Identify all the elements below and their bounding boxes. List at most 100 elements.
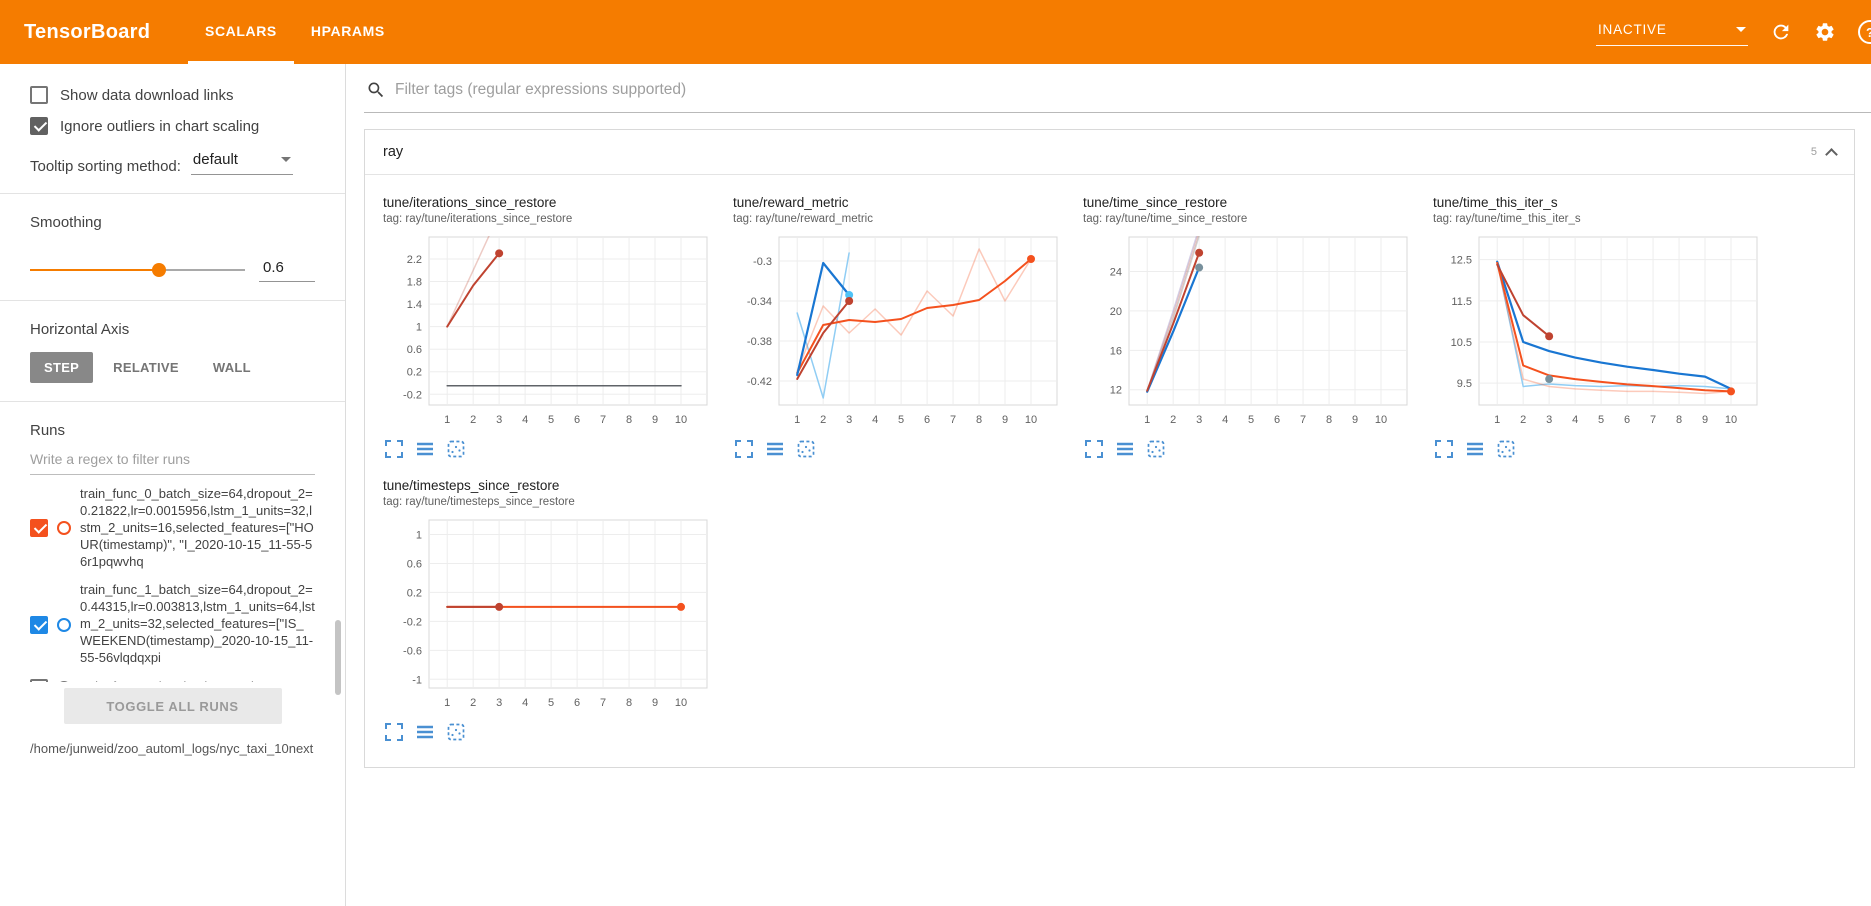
three-lines-icon[interactable] <box>416 723 434 741</box>
smoothing-slider[interactable] <box>30 262 245 277</box>
expand-chart-icon[interactable] <box>1435 440 1453 458</box>
settings-sidebar: Show data download links Ignore outliers… <box>0 64 346 906</box>
run-row[interactable]: train_func_1_batch_size=64,dropout_2=0.4… <box>30 573 315 669</box>
tooltip-sorting-dropdown[interactable]: default <box>190 149 293 175</box>
divider <box>0 401 345 402</box>
svg-text:-0.2: -0.2 <box>403 389 422 401</box>
svg-text:3: 3 <box>1196 414 1202 426</box>
svg-text:-0.2: -0.2 <box>403 616 422 628</box>
ignore-outliers-toggle[interactable]: Ignore outliers in chart scaling <box>30 117 315 135</box>
tooltip-sorting-value: default <box>192 151 238 168</box>
svg-text:4: 4 <box>522 414 528 426</box>
settings-gear-icon[interactable] <box>1814 21 1836 43</box>
svg-text:6: 6 <box>924 414 930 426</box>
svg-text:7: 7 <box>950 414 956 426</box>
help-icon[interactable]: ? <box>1858 20 1871 44</box>
svg-text:5: 5 <box>1598 414 1604 426</box>
smoothing-value[interactable]: 0.6 <box>259 257 315 282</box>
svg-text:0.2: 0.2 <box>407 367 422 379</box>
tab-scalars[interactable]: SCALARS <box>188 0 294 64</box>
runs-filter-input[interactable] <box>30 445 315 475</box>
chart-tag: tag: ray/tune/time_this_iter_s <box>1433 213 1581 225</box>
header-actions: INACTIVE ? <box>1596 0 1871 64</box>
svg-text:7: 7 <box>600 697 606 709</box>
tag-group-header[interactable]: ray 5 <box>365 130 1854 175</box>
svg-text:4: 4 <box>1572 414 1578 426</box>
svg-text:-0.3: -0.3 <box>753 256 772 268</box>
ignore-outliers-checkbox-icon <box>30 117 48 135</box>
svg-text:7: 7 <box>1300 414 1306 426</box>
tag-group-card: ray 5 tune/iterations_since_restore tag:… <box>364 129 1855 768</box>
svg-text:6: 6 <box>1274 414 1280 426</box>
line-chart: 1 2 3 4 5 6 7 8 9 10 -0.42 -0.38 -0.34 -0.3 <box>747 236 1058 426</box>
svg-text:-0.34: -0.34 <box>747 296 772 308</box>
svg-text:2: 2 <box>820 414 826 426</box>
chart-tag: tag: ray/tune/time_since_restore <box>1083 213 1248 225</box>
dashed-box-icon[interactable] <box>447 440 465 458</box>
three-lines-icon[interactable] <box>1466 440 1484 458</box>
tag-filter-input[interactable] <box>395 81 1871 99</box>
svg-text:10.5: 10.5 <box>1451 337 1472 349</box>
dashed-box-icon[interactable] <box>447 723 465 741</box>
svg-text:9: 9 <box>652 697 658 709</box>
smoothing-slider-thumb[interactable] <box>152 262 166 277</box>
run-row[interactable]: train_func_2_batch_size=64,dropout_2= <box>30 670 315 682</box>
run-radio-icon[interactable] <box>57 617 71 632</box>
runs-label: Runs <box>30 422 66 439</box>
expand-chart-icon[interactable] <box>735 440 753 458</box>
chart-title: tune/time_this_iter_s <box>1433 195 1558 210</box>
svg-text:10: 10 <box>1025 414 1037 426</box>
show-download-checkbox-icon <box>30 86 48 104</box>
svg-text:16: 16 <box>1110 345 1122 357</box>
line-chart: 1 2 3 4 5 6 7 8 9 10 -1 -0.6 -0.2 0.2 0.6 1 <box>403 519 708 709</box>
search-icon <box>366 80 386 100</box>
run-checkbox-icon[interactable] <box>30 678 48 682</box>
line-chart: 1 2 3 4 5 6 7 8 9 10 9.5 10.5 11.5 12.5 <box>1451 236 1758 426</box>
chevron-down-icon <box>1736 27 1746 32</box>
reload-status-dropdown[interactable]: INACTIVE <box>1596 18 1748 46</box>
svg-text:5: 5 <box>1248 414 1254 426</box>
svg-text:2: 2 <box>1170 414 1176 426</box>
expand-chart-icon[interactable] <box>385 440 403 458</box>
svg-text:3: 3 <box>846 414 852 426</box>
three-lines-icon[interactable] <box>1116 440 1134 458</box>
chart-title: tune/iterations_since_restore <box>383 195 557 210</box>
dashed-box-icon[interactable] <box>1497 440 1515 458</box>
svg-text:0.2: 0.2 <box>407 587 422 599</box>
dashed-box-icon[interactable] <box>797 440 815 458</box>
run-row[interactable]: train_func_0_batch_size=64,dropout_2=0.2… <box>30 477 315 573</box>
three-lines-icon[interactable] <box>766 440 784 458</box>
toggle-all-runs-button[interactable]: TOGGLE ALL RUNS <box>63 688 282 724</box>
dashed-box-icon[interactable] <box>1147 440 1165 458</box>
axis-wall-button[interactable]: WALL <box>212 360 251 375</box>
chart-card: tune/time_this_iter_s tag: ray/tune/time… <box>1433 195 1771 458</box>
run-checkbox-icon[interactable] <box>30 615 48 634</box>
smoothing-label: Smoothing <box>30 214 102 231</box>
run-checkbox-icon[interactable] <box>30 519 48 538</box>
refresh-icon[interactable] <box>1770 21 1792 43</box>
expand-chart-icon[interactable] <box>1085 440 1103 458</box>
show-download-links-toggle[interactable]: Show data download links <box>30 86 315 104</box>
axis-relative-button[interactable]: RELATIVE <box>113 360 179 375</box>
run-radio-icon[interactable] <box>57 521 71 536</box>
runs-scrollbar[interactable] <box>335 620 341 695</box>
runs-list: train_func_0_batch_size=64,dropout_2=0.2… <box>30 477 315 682</box>
status-label: INACTIVE <box>1598 22 1667 37</box>
svg-text:9.5: 9.5 <box>1457 378 1472 390</box>
axis-step-button[interactable]: STEP <box>30 352 94 383</box>
three-lines-icon[interactable] <box>416 440 434 458</box>
svg-text:1: 1 <box>444 414 450 426</box>
tab-bar: SCALARS HPARAMS <box>188 0 402 64</box>
svg-text:8: 8 <box>626 697 632 709</box>
svg-text:2.2: 2.2 <box>407 254 422 266</box>
chart-tag: tag: ray/tune/iterations_since_restore <box>383 213 573 225</box>
chart-card: tune/reward_metric tag: ray/tune/reward_… <box>733 195 1071 458</box>
chart-tag: tag: ray/tune/timesteps_since_restore <box>383 496 575 508</box>
collapse-chevron-icon[interactable] <box>1825 147 1838 161</box>
svg-text:-0.6: -0.6 <box>403 645 422 657</box>
run-radio-icon[interactable] <box>57 680 71 682</box>
expand-chart-icon[interactable] <box>385 723 403 741</box>
tab-hparams[interactable]: HPARAMS <box>310 22 385 39</box>
